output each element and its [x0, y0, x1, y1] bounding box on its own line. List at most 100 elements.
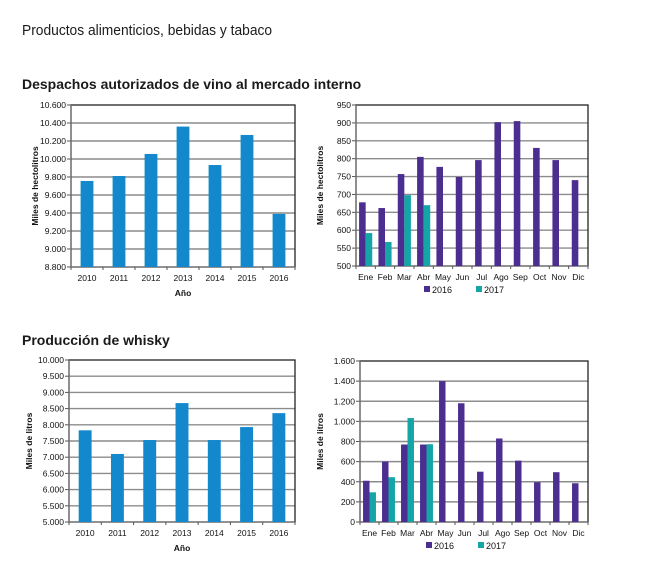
y-tick-label: 600: [337, 225, 351, 235]
y-tick-label: 750: [337, 172, 351, 182]
bar-2012: [143, 440, 157, 522]
x-tick-label: Dic: [572, 272, 585, 282]
y-tick-label: 10.400: [40, 118, 66, 128]
x-tick-label: 2012: [140, 528, 159, 538]
bar-2016-Nov: [553, 472, 560, 522]
bar-2016-Sep: [513, 121, 521, 266]
x-tick-label: 2014: [205, 528, 224, 538]
x-tick-label: Sep: [514, 528, 529, 538]
x-tick-label: Sep: [513, 272, 528, 282]
bar-2015: [240, 427, 254, 522]
bar-2016-Sep: [515, 460, 522, 522]
x-tick-label: 2010: [76, 528, 95, 538]
x-axis-label: Año: [175, 288, 192, 298]
y-tick-label: 7.000: [43, 452, 65, 462]
x-tick-label: Ago: [495, 528, 510, 538]
legend-label-2017: 2017: [486, 541, 506, 551]
x-tick-label: Ago: [493, 272, 508, 282]
y-tick-label: 400: [341, 477, 355, 487]
y-axis-label: Miles de hectolitros: [30, 146, 40, 226]
y-tick-label: 9.200: [45, 226, 67, 236]
x-tick-label: May: [435, 272, 452, 282]
bar-2011: [110, 453, 124, 522]
x-tick-label: Oct: [534, 528, 548, 538]
bar-2016: [272, 413, 286, 522]
bar-2016-Dic: [571, 180, 579, 266]
y-tick-label: 6.500: [43, 468, 65, 478]
bar-2016-Jul: [477, 471, 484, 522]
x-tick-label: 2011: [108, 528, 127, 538]
x-tick-label: Ene: [358, 272, 373, 282]
bar-2012: [144, 153, 158, 267]
bar-2016-Oct: [534, 482, 541, 522]
bar-2010: [80, 180, 94, 267]
bar-2013: [176, 126, 190, 267]
bar-2013: [175, 403, 189, 522]
bar-2017-Feb: [388, 477, 395, 522]
bar-2016-Nov: [552, 160, 559, 266]
y-tick-label: 900: [337, 118, 351, 128]
x-tick-label: Jul: [478, 528, 489, 538]
y-tick-label: 1.000: [334, 416, 356, 426]
y-tick-label: 6.000: [43, 485, 65, 495]
chart-whisky-mensual: 0 200 400 600 800 1.000 1.200 1.400 1.600 Ene Feb M…: [315, 356, 589, 551]
bar-2016-Ago: [494, 122, 501, 266]
y-tick-label: 0: [350, 517, 355, 527]
bar-2017-Feb: [385, 242, 392, 266]
legend-swatch-2016: [426, 542, 432, 548]
y-axis-label: Miles de hectolitros: [315, 146, 325, 226]
y-tick-label: 9.800: [45, 172, 67, 182]
x-tick-label: Mar: [400, 528, 415, 538]
x-tick-label: Feb: [381, 528, 396, 538]
y-tick-label: 5.500: [43, 501, 65, 511]
y-tick-label: 1.400: [334, 376, 356, 386]
bar-2017-Ene: [365, 233, 373, 266]
bar-2016-Jul: [475, 160, 482, 266]
chart-whisky-anual: 5.000 5.500 6.000 6.500 7.000 7.500 8.000 8.500…: [24, 355, 296, 553]
x-tick-label: 2013: [174, 273, 193, 283]
y-tick-label: 1.600: [334, 356, 356, 366]
y-tick-label: 5.000: [43, 517, 65, 527]
bar-2016: [272, 213, 286, 267]
page-title: Productos alimenticios, bebidas y tabaco: [22, 22, 273, 39]
y-tick-label: 850: [337, 136, 351, 146]
legend-label-2017: 2017: [484, 285, 504, 295]
bar-2017-Abr: [426, 444, 433, 522]
bar-2016-Mar: [401, 444, 408, 522]
bar-2016-Abr: [420, 444, 427, 522]
y-tick-label: 700: [337, 189, 351, 199]
y-tick-label: 10.000: [38, 355, 64, 365]
x-tick-label: Feb: [378, 272, 393, 282]
chart-vino-mensual: 500 550 600 650 700 750 800 850 900 950 Ene Feb Mar A…: [315, 100, 589, 295]
y-tick-label: 10.000: [40, 154, 66, 164]
bar-2016-Dic: [572, 483, 579, 522]
bar-2016-May: [436, 166, 443, 266]
bar-2016-Feb: [378, 208, 385, 266]
y-axis-label: Miles de litros: [24, 412, 34, 469]
x-tick-label: Abr: [417, 272, 430, 282]
y-tick-label: 600: [341, 457, 355, 467]
bar-2016-Jun: [455, 176, 463, 266]
x-tick-label: Dic: [572, 528, 585, 538]
bar-2016-Mar: [397, 174, 405, 266]
bar-2016-Ene: [359, 202, 366, 266]
y-tick-label: 650: [337, 207, 351, 217]
bar-2016-Jun: [458, 403, 465, 522]
y-axis-label: Miles de litros: [315, 413, 325, 470]
y-tick-label: 950: [337, 100, 351, 110]
chart-vino-anual: 8.800 9.000 9.200 9.400 9.600 9.800 10.000 10.2…: [30, 100, 296, 298]
y-tick-label: 9.000: [43, 387, 65, 397]
legend-swatch-2017: [478, 542, 484, 548]
y-tick-label: 7.500: [43, 436, 65, 446]
bar-2017-Abr: [423, 205, 431, 266]
y-tick-label: 500: [337, 261, 351, 271]
bar-2017-Ene: [369, 492, 376, 522]
x-tick-label: 2014: [206, 273, 225, 283]
y-tick-label: 9.600: [45, 190, 67, 200]
x-tick-label: Nov: [552, 528, 568, 538]
x-tick-label: 2012: [142, 273, 161, 283]
bar-2016-Ene: [363, 480, 370, 522]
bar-2010: [78, 430, 92, 522]
x-tick-label: Mar: [397, 272, 412, 282]
x-tick-label: 2015: [237, 528, 256, 538]
